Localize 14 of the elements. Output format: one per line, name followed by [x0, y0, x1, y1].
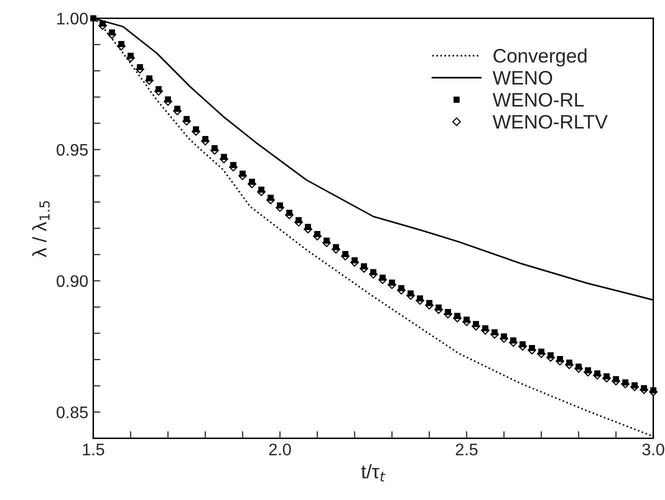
legend-label: Converged [494, 48, 586, 67]
x-tick-label: 3.0 [642, 444, 664, 456]
legend-label: WENO-RLTV [492, 114, 608, 129]
y-tick-label: 0.90 [56, 275, 88, 288]
legend-label: WENO-RL [492, 92, 584, 107]
x-tick-label: 1.5 [82, 444, 104, 456]
y-tick-label: 0.85 [56, 406, 88, 418]
y-tick-label: 1.00 [57, 12, 88, 25]
y-tick-label: 0.95 [56, 144, 88, 156]
x-tick-label: 2.0 [269, 444, 291, 456]
x-axis-title: t/τ$_{t}$ [361, 464, 386, 482]
y-axis-title: λ / λ$_{1.5}$ [32, 201, 50, 258]
x-tick-label: 2.5 [456, 444, 478, 456]
legend-label: WENO [492, 70, 552, 85]
